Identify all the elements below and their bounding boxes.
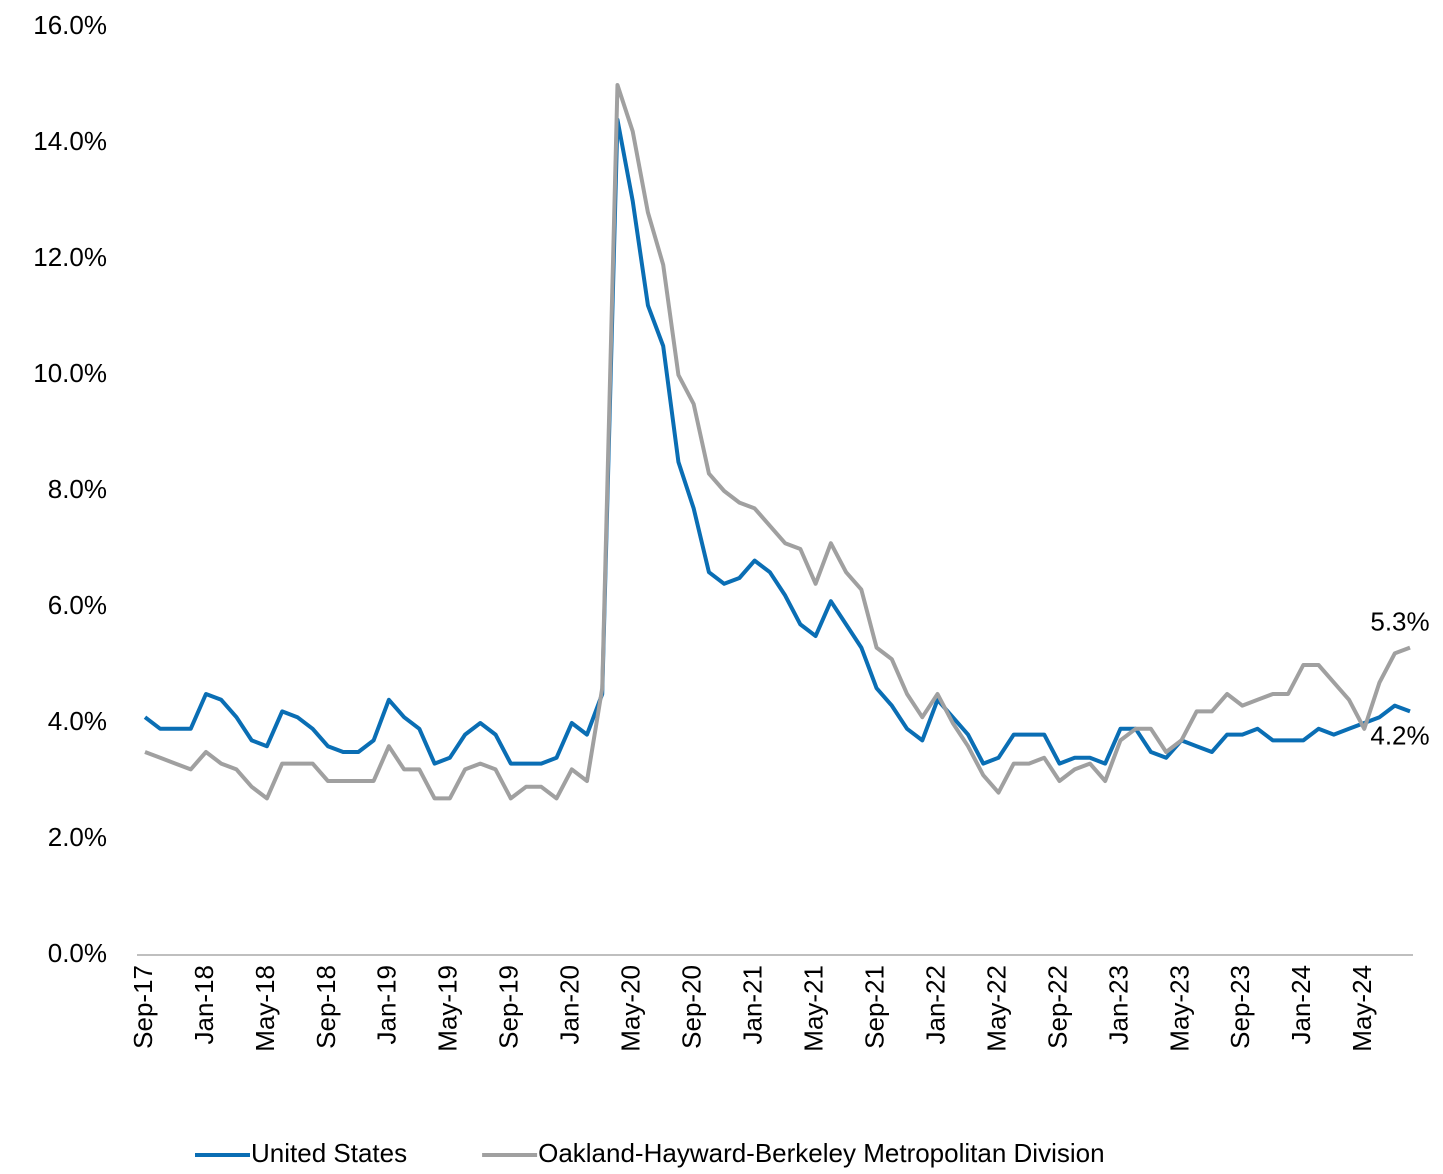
y-tick-label: 14.0% (33, 126, 107, 156)
series-line (143, 117, 1411, 766)
x-tick-label: Sep-20 (677, 965, 707, 1049)
y-tick-label: 10.0% (33, 358, 107, 388)
x-tick-label: Jan-19 (372, 965, 402, 1045)
x-tick-label: Sep-21 (859, 965, 889, 1049)
y-tick-label: 6.0% (48, 590, 107, 620)
x-tick-label: Jan-21 (738, 965, 768, 1045)
y-tick-label: 4.0% (48, 706, 107, 736)
x-tick-label: May-24 (1347, 965, 1377, 1052)
legend-label: United States (251, 1138, 407, 1168)
x-tick-label: May-20 (616, 965, 646, 1052)
x-tick-label: May-22 (981, 965, 1011, 1052)
x-tick-label: May-23 (1164, 965, 1194, 1052)
x-tick-label: Jan-23 (1103, 965, 1133, 1045)
y-tick-label: 8.0% (48, 474, 107, 504)
x-tick-label: Jan-20 (555, 965, 585, 1045)
data-label: 5.3% (1370, 606, 1429, 636)
x-tick-label: Sep-23 (1225, 965, 1255, 1049)
data-label: 4.2% (1370, 720, 1429, 750)
x-tick-label: Sep-22 (1042, 965, 1072, 1049)
x-tick-label: May-21 (798, 965, 828, 1052)
y-tick-label: 0.0% (48, 938, 107, 968)
x-tick-label: Sep-19 (494, 965, 524, 1049)
x-tick-label: May-19 (433, 965, 463, 1052)
x-tick-label: Sep-17 (128, 965, 158, 1049)
x-tick-label: Jan-22 (920, 965, 950, 1045)
x-tick-label: Sep-18 (311, 965, 341, 1049)
y-tick-label: 12.0% (33, 242, 107, 272)
y-tick-label: 16.0% (33, 10, 107, 40)
legend-label: Oakland-Hayward-Berkeley Metropolitan Di… (538, 1138, 1104, 1168)
x-tick-label: Jan-18 (189, 965, 219, 1045)
x-tick-label: Jan-24 (1286, 965, 1316, 1045)
series-line (144, 83, 1411, 801)
y-tick-label: 2.0% (48, 822, 107, 852)
x-tick-label: May-18 (250, 965, 280, 1052)
